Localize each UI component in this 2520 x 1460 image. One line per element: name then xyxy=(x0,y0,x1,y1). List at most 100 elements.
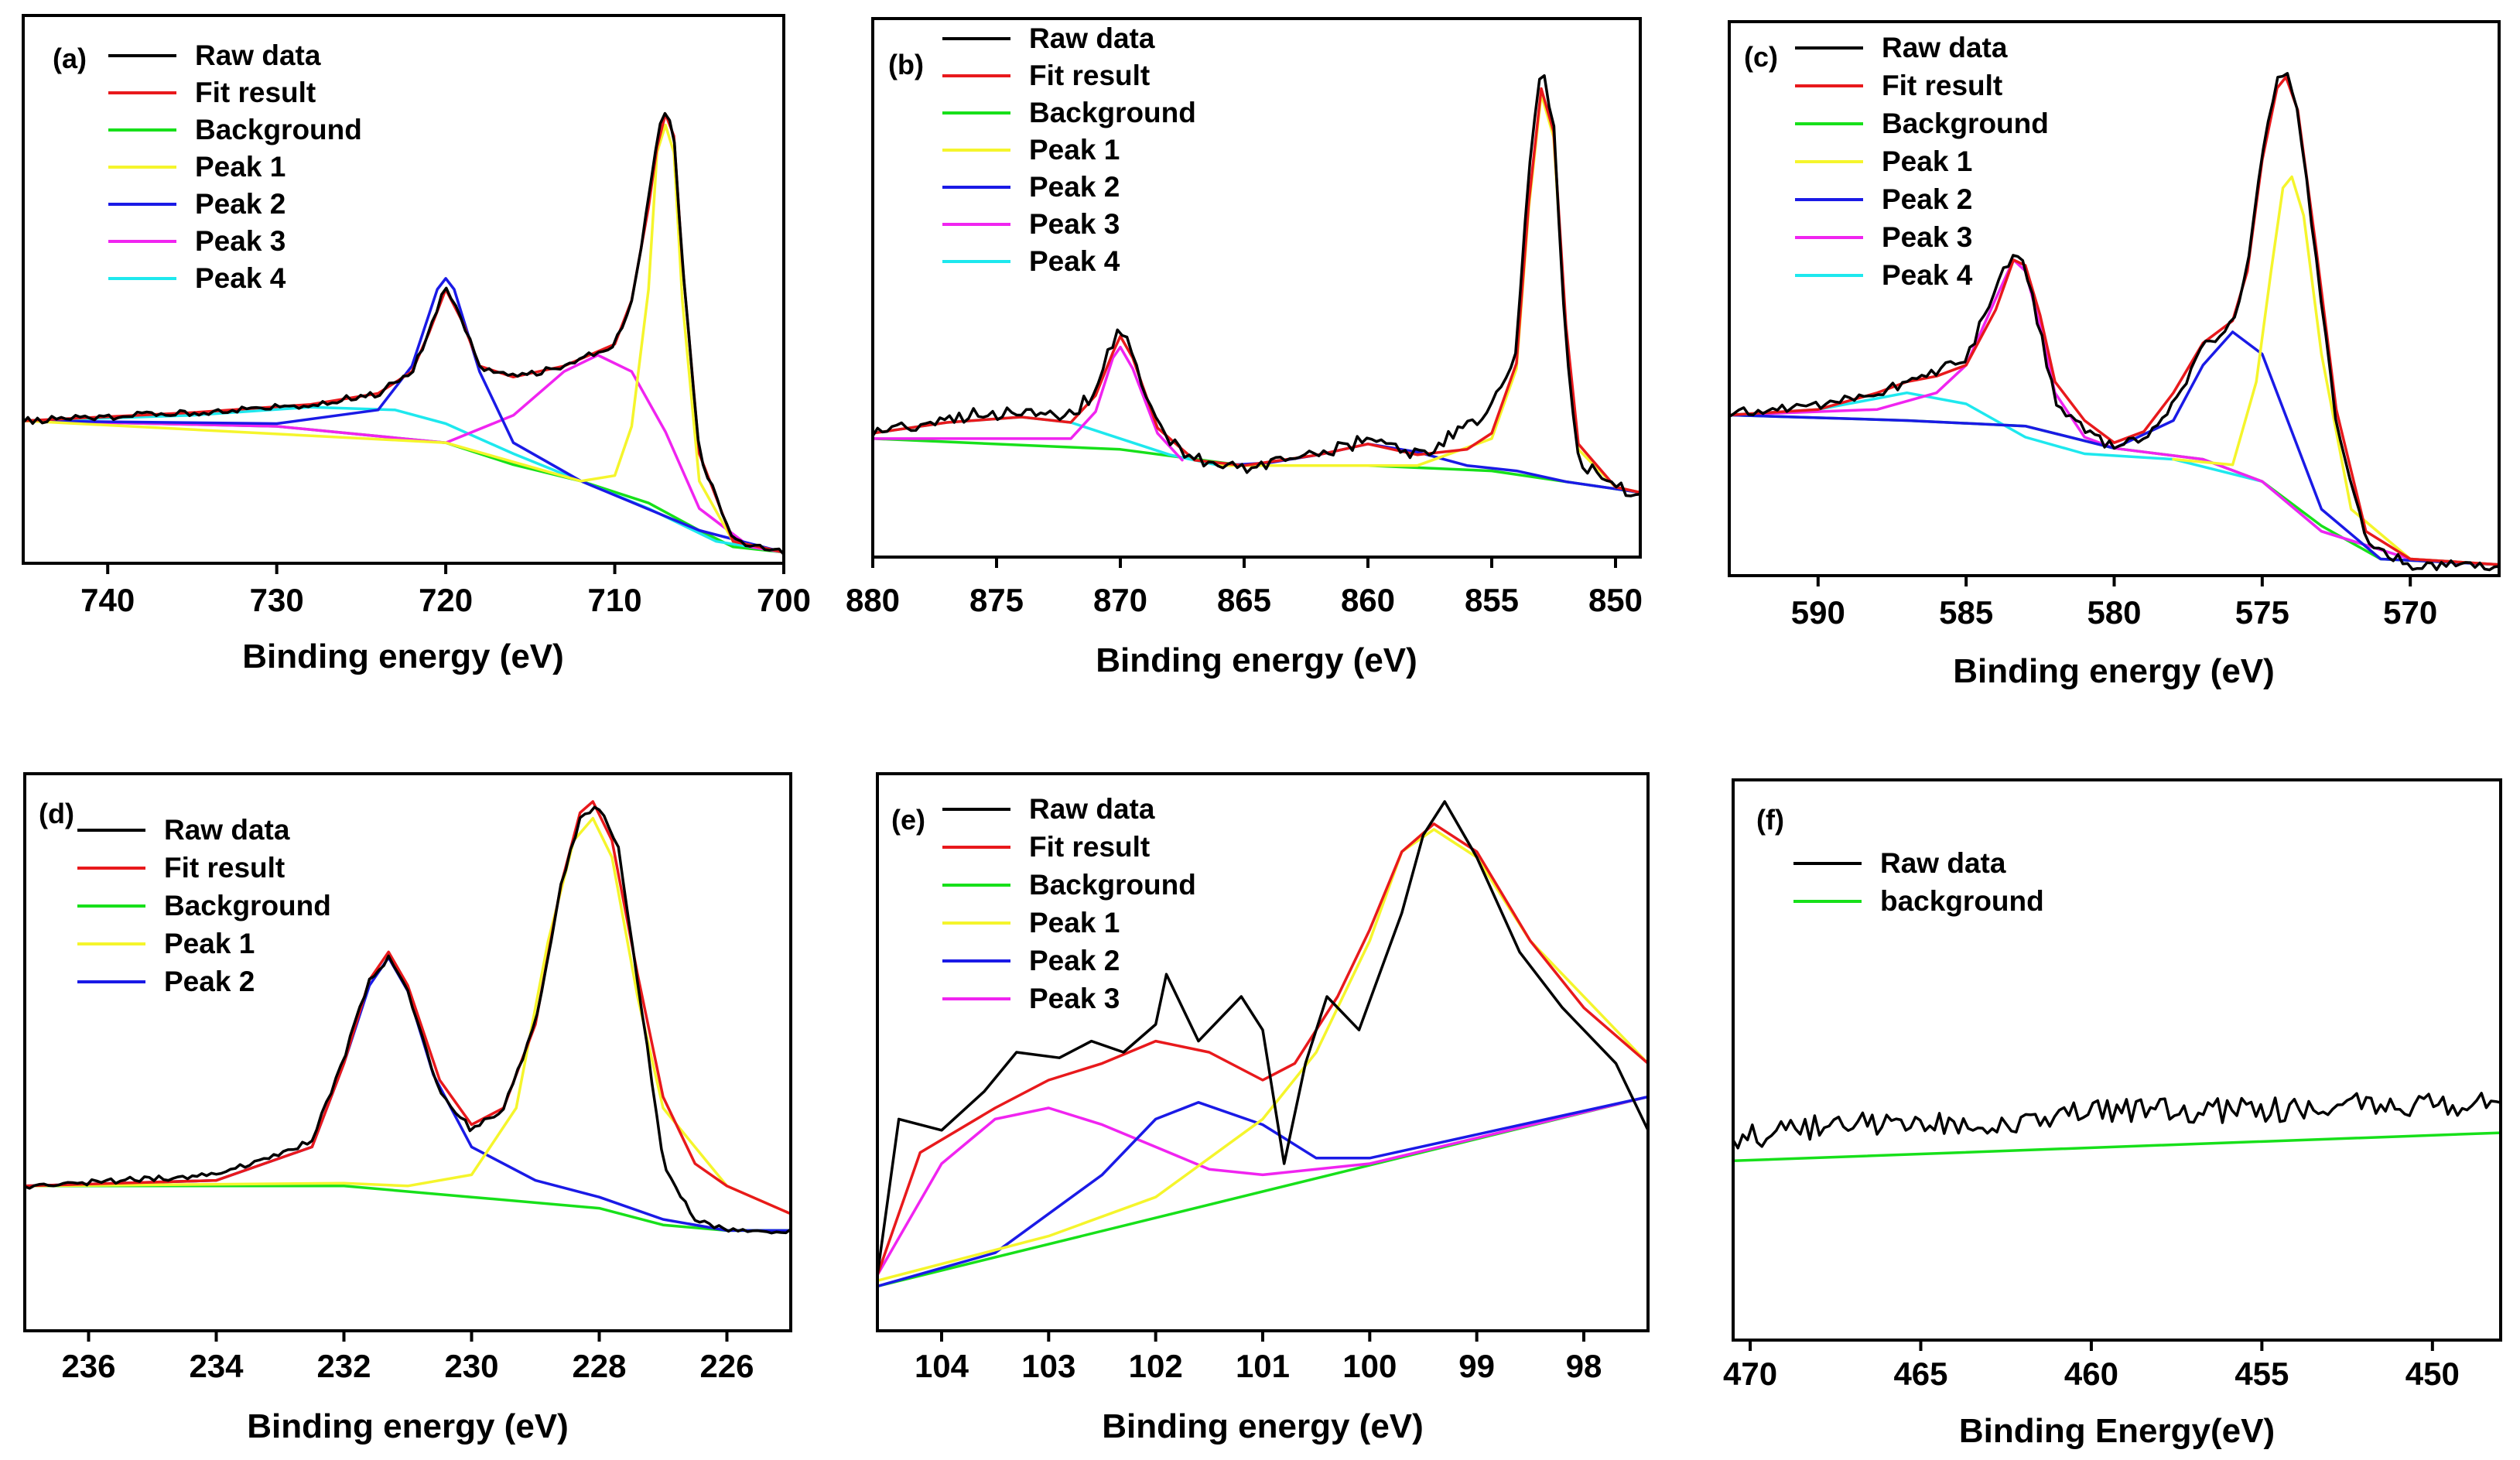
x-tick-label-e-2: 102 xyxy=(1129,1348,1183,1384)
series-background-d xyxy=(23,1185,792,1233)
legend-label-e-1: Fit result xyxy=(1029,831,1150,863)
legend-label-e-0: Raw data xyxy=(1029,793,1155,825)
x-tick-label-f-3: 455 xyxy=(2234,1356,2289,1392)
x-tick-label-a-0: 740 xyxy=(80,582,135,618)
x-tick-label-b-1: 875 xyxy=(969,582,1024,618)
x-tick-label-e-5: 99 xyxy=(1458,1348,1495,1384)
x-tick-label-a-3: 710 xyxy=(588,582,642,618)
panel-label-a: (a) xyxy=(53,43,87,74)
panel-b: (b) Raw data Fit result Background Peak 1 Pe… xyxy=(846,17,1643,679)
x-tick-label-b-6: 850 xyxy=(1588,582,1643,618)
legend-label-c-2: Background xyxy=(1882,108,2049,139)
series-raw-data-e xyxy=(876,800,1650,1277)
x-tick-label-c-0: 590 xyxy=(1791,594,1845,631)
legend-label-d-4: Peak 2 xyxy=(164,966,255,997)
panel-label-b: (b) xyxy=(888,49,924,80)
x-axis-label-c: Binding energy (eV) xyxy=(1953,652,2275,690)
x-tick-label-e-4: 100 xyxy=(1342,1348,1397,1384)
series-raw-data-d xyxy=(23,805,792,1235)
legend-label-c-5: Peak 3 xyxy=(1882,221,1972,253)
legend-label-c-0: Raw data xyxy=(1882,32,2008,63)
legend-label-a-6: Peak 4 xyxy=(195,262,286,294)
x-tick-label-b-0: 880 xyxy=(846,582,900,618)
legend-label-a-0: Raw data xyxy=(195,39,321,71)
panel-f: (f) Raw data background 470 465 460 455 450 B… xyxy=(1723,778,2502,1450)
legend-label-d-1: Fit result xyxy=(164,852,285,884)
x-tick-label-d-1: 234 xyxy=(189,1348,244,1384)
x-tick-label-a-1: 730 xyxy=(250,582,304,618)
series-raw-data-f xyxy=(1732,1092,2502,1150)
legend-label-c-4: Peak 2 xyxy=(1882,183,1972,215)
x-tick-label-f-2: 460 xyxy=(2064,1356,2118,1392)
series-background-f xyxy=(1732,1131,2502,1163)
x-tick-label-c-3: 575 xyxy=(2235,594,2289,631)
series-peak-3-c xyxy=(1728,258,2501,566)
x-tick-label-a-4: 700 xyxy=(757,582,811,618)
x-tick-label-c-1: 585 xyxy=(1939,594,1993,631)
plot-frame-a xyxy=(22,14,785,565)
panel-d: (d) Raw data Fit result Background Peak 1 Pe… xyxy=(23,772,792,1445)
series-peak-3-b xyxy=(871,345,1184,462)
x-tick-label-e-6: 98 xyxy=(1566,1348,1602,1384)
series-fit-result-c xyxy=(1728,75,2501,566)
series-raw-data-b xyxy=(871,74,1642,497)
legend-label-e-5: Peak 3 xyxy=(1029,983,1120,1014)
legend-label-b-4: Peak 2 xyxy=(1029,171,1120,203)
panel-label-e: (e) xyxy=(891,804,925,836)
legend-label-a-5: Peak 3 xyxy=(195,225,286,257)
plot-frame-c xyxy=(1728,20,2501,577)
plot-frame-e xyxy=(876,772,1650,1332)
legend-label-d-2: Background xyxy=(164,890,331,921)
x-tick-label-f-4: 450 xyxy=(2405,1356,2460,1392)
x-tick-label-d-3: 230 xyxy=(444,1348,498,1384)
x-tick-label-d-0: 236 xyxy=(61,1348,115,1384)
series-raw-data-a xyxy=(22,111,785,556)
legend-label-f-0: Raw data xyxy=(1880,847,2006,879)
legend-label-b-2: Background xyxy=(1029,97,1196,128)
legend-label-b-1: Fit result xyxy=(1029,60,1150,91)
legend-label-b-0: Raw data xyxy=(1029,22,1155,54)
series-peak-1-c xyxy=(2172,175,2501,566)
legend-label-c-1: Fit result xyxy=(1882,70,2002,101)
plot-frame-b xyxy=(871,17,1642,559)
x-axis-label-e: Binding energy (eV) xyxy=(1102,1407,1424,1445)
x-axis-label-a: Binding energy (eV) xyxy=(242,638,564,675)
x-tick-label-c-2: 580 xyxy=(2087,594,2141,631)
x-tick-label-e-3: 101 xyxy=(1236,1348,1290,1384)
series-raw-data-c xyxy=(1728,72,2501,572)
series-fit-result-d xyxy=(23,800,792,1216)
x-axis-label-d: Binding energy (eV) xyxy=(247,1407,569,1445)
x-tick-label-c-4: 570 xyxy=(2383,594,2437,631)
legend-label-a-4: Peak 2 xyxy=(195,188,286,220)
x-tick-label-d-2: 232 xyxy=(316,1348,371,1384)
legend-label-e-3: Peak 1 xyxy=(1029,907,1120,939)
plot-frame-f xyxy=(1732,778,2502,1342)
legend-label-d-0: Raw data xyxy=(164,814,290,846)
panel-label-f: (f) xyxy=(1756,804,1784,836)
series-peak-3-a xyxy=(22,354,785,554)
x-tick-label-e-1: 103 xyxy=(1021,1348,1075,1384)
legend-label-b-3: Peak 1 xyxy=(1029,134,1120,166)
x-axis-label-b: Binding energy (eV) xyxy=(1096,641,1417,679)
legend-label-c-6: Peak 4 xyxy=(1882,259,1973,291)
series-peak-2-a xyxy=(22,277,785,554)
series-peak-4-a xyxy=(22,405,785,554)
series-peak-2-e xyxy=(876,1095,1650,1288)
series-peak-2-c xyxy=(1728,330,2501,566)
series-fit-result-a xyxy=(22,112,785,554)
plot-frame-d xyxy=(23,772,792,1332)
series-peak-3-e xyxy=(876,1095,1650,1277)
series-peak-1-e xyxy=(876,828,1650,1282)
legend-label-e-4: Peak 2 xyxy=(1029,945,1120,976)
series-peak-1-d xyxy=(23,816,792,1216)
legend-label-c-3: Peak 1 xyxy=(1882,145,1972,177)
x-tick-label-e-0: 104 xyxy=(915,1348,969,1384)
x-tick-label-a-2: 720 xyxy=(419,582,473,618)
x-tick-label-b-3: 865 xyxy=(1217,582,1271,618)
x-axis-label-f: Binding Energy(eV) xyxy=(1959,1412,2275,1450)
x-tick-label-d-5: 226 xyxy=(699,1348,754,1384)
panel-label-d: (d) xyxy=(39,798,74,829)
x-tick-label-b-5: 855 xyxy=(1465,582,1519,618)
legend-label-a-3: Peak 1 xyxy=(195,151,286,183)
panel-a: (a) Raw data Fit result Background Peak 1 Pe… xyxy=(22,14,811,675)
